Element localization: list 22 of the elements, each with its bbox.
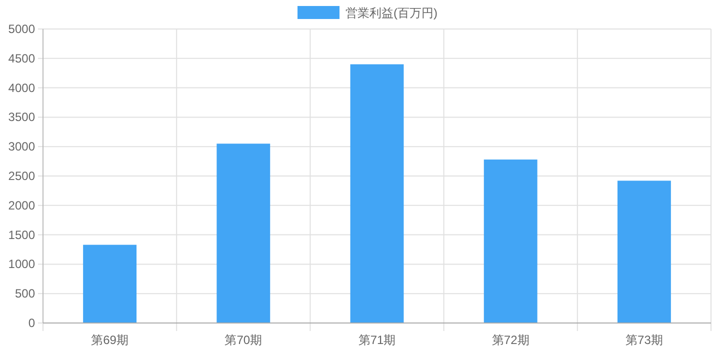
y-tick-label: 4500 [8,51,36,66]
y-tick-label: 3500 [8,110,36,124]
bar [617,180,671,323]
x-tick-label: 第70期 [224,333,262,347]
x-tick-label: 第69期 [91,333,128,347]
y-tick-label: 1000 [8,257,36,272]
x-tick-label: 第72期 [492,333,530,347]
legend-label: 営業利益(百万円) [346,6,438,20]
bar [83,244,137,323]
y-tick-label: 2000 [8,198,36,212]
bar [484,160,538,323]
y-tick-label: 500 [14,286,36,301]
y-tick-label: 5000 [8,22,36,36]
bar [216,144,270,323]
y-tick-label: 2500 [8,169,36,183]
bar [350,64,404,323]
y-tick-label: 1500 [8,228,36,242]
y-tick-label: 4000 [8,80,36,95]
y-tick-label: 0 [28,316,36,330]
y-tick-label: 3000 [8,140,36,154]
x-tick-label: 第73期 [626,333,663,347]
x-tick-label: 第71期 [358,333,396,347]
